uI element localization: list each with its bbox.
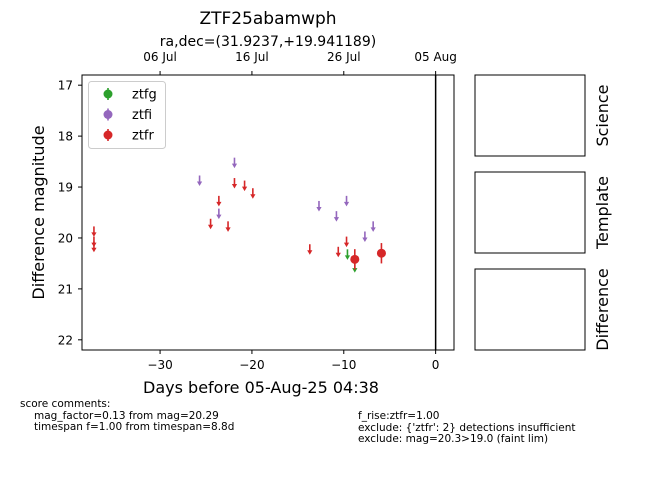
- ztfr-upper-limit-arrow: [91, 247, 97, 253]
- x-tick-label: 0: [432, 358, 440, 372]
- cutout-panels: Science Template Difference: [474, 74, 612, 351]
- y-tick-label: 21: [58, 282, 73, 296]
- top-tick-label: 06 Jul: [143, 50, 177, 64]
- ztfr-upper-limit-arrow: [250, 194, 256, 199]
- ztfr-detection-point: [376, 248, 386, 258]
- top-tick-label: 05 Aug: [414, 50, 457, 64]
- ztfi-upper-limit-arrow: [343, 201, 350, 207]
- ztfr-upper-limit-arrow: [307, 250, 313, 255]
- y-tick-label: 22: [58, 333, 73, 347]
- ztfr-upper-limit-arrow: [241, 186, 248, 192]
- x-tick-label: −20: [239, 358, 264, 372]
- plot-area: −30 −20 −10 0 06 Jul 16 Jul 26 Jul 05 Aug 17 18 19…: [29, 50, 457, 397]
- ztfr-detection-point: [350, 254, 360, 264]
- plot-frame: [81, 74, 455, 351]
- chart-title: ZTF25abamwph: [199, 9, 337, 29]
- x-tick-label: −10: [331, 358, 356, 372]
- top-tick-label: 16 Jul: [235, 50, 269, 64]
- x-axis-label: Days before 05-Aug-25 04:38: [143, 378, 379, 397]
- cutout-label-template: Template: [593, 176, 612, 250]
- ztfr-upper-limit-arrow: [231, 184, 238, 189]
- legend-label: ztfr: [132, 129, 154, 144]
- ztfi-upper-limit-arrow: [216, 214, 222, 220]
- score-comment-right-2: exclude: mag=20.3>19.0 (faint lim): [358, 433, 549, 445]
- ztfi-upper-limit-arrow: [333, 217, 340, 222]
- legend-marker: [103, 89, 113, 99]
- ztfi-upper-limit-arrow: [231, 163, 238, 169]
- cutout-panel-science: [474, 74, 586, 157]
- cutout-panel-template: [474, 171, 586, 254]
- ztfr-upper-limit-arrow: [343, 242, 350, 248]
- ztfi-upper-limit-arrow: [196, 181, 203, 186]
- y-tick-label: 20: [58, 231, 73, 245]
- x-tick-label: −30: [147, 358, 172, 372]
- legend-marker: [103, 130, 113, 140]
- score-comment-right-1: exclude: {'ztfr': 2} detections insuffic…: [358, 422, 576, 434]
- ztfi-upper-limit-arrow: [316, 206, 322, 212]
- score-comments-header: score comments:: [20, 398, 111, 410]
- y-tick-label: 17: [58, 79, 73, 93]
- ztfi-upper-limit-arrow: [362, 237, 368, 243]
- cutout-label-science: Science: [593, 84, 612, 146]
- score-comment-left-1: timespan f=1.00 from timespan=8.8d: [34, 421, 235, 433]
- legend: ztfg ztfi ztfr: [88, 81, 166, 149]
- ztfr-upper-limit-arrow: [216, 201, 222, 207]
- ztfi-upper-limit-arrow: [370, 227, 376, 232]
- y-tick-label: 19: [58, 181, 73, 195]
- ztfr-upper-limit-arrow: [207, 224, 214, 230]
- legend-marker: [103, 110, 113, 119]
- ztfr-upper-limit-arrow: [225, 227, 231, 232]
- cutout-label-difference: Difference: [593, 268, 612, 350]
- cutout-panel-difference: [474, 268, 586, 351]
- legend-label: ztfi: [132, 108, 152, 123]
- y-tick-label: 18: [58, 130, 73, 144]
- ztfg-upper-limit-arrow: [344, 255, 351, 260]
- chart-subtitle: ra,dec=(31.9237,+19.941189): [159, 34, 377, 50]
- ztfg-upper-limit-arrow: [352, 268, 358, 273]
- legend-label: ztfg: [132, 88, 157, 103]
- y-axis-label: Difference magnitude: [29, 125, 48, 299]
- ztfr-upper-limit-arrow: [91, 232, 97, 237]
- score-comment-left-0: mag_factor=0.13 from mag=20.29: [34, 410, 219, 422]
- ztfr-upper-limit-arrow: [335, 252, 341, 258]
- score-comment-right-0: f_rise:ztfr=1.00: [358, 410, 440, 422]
- top-tick-label: 26 Jul: [327, 50, 361, 64]
